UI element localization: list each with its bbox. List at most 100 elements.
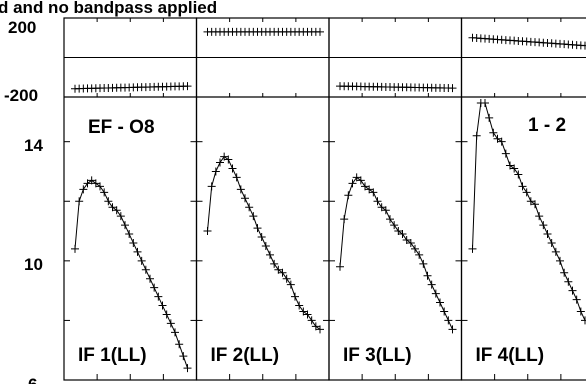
amp-point (576, 307, 585, 316)
amp-point (406, 238, 415, 247)
amp-series-line (207, 155, 321, 330)
amp-point (398, 230, 407, 239)
amp-point (236, 185, 245, 194)
amp-point (216, 158, 224, 167)
correlation-label: 1 - 2 (528, 115, 566, 136)
amp-point (436, 298, 444, 307)
panel-frame (460, 17, 586, 381)
amp-point (506, 161, 514, 170)
amp-point (394, 227, 403, 236)
amp-point (79, 185, 88, 194)
amp-point (100, 188, 109, 197)
amp-ytick-10: 10 (24, 255, 43, 274)
amp-point (336, 262, 344, 271)
phase-point (581, 41, 586, 50)
panel-label: IF 2(LL) (211, 345, 280, 366)
panel-label: IF 4(LL) (476, 345, 545, 366)
amp-point (472, 131, 481, 140)
amp-point (220, 152, 229, 161)
amp-point (427, 280, 436, 289)
amp-point (497, 137, 506, 146)
amp-point (286, 280, 295, 289)
amp-point (386, 215, 394, 224)
amp-point (556, 256, 564, 265)
amp-point (423, 271, 432, 280)
amp-point (282, 274, 291, 283)
amp-point (415, 250, 424, 259)
amp-point (83, 179, 92, 188)
amp-point (249, 212, 258, 221)
amp-point (129, 238, 138, 247)
amp-point (211, 167, 220, 176)
amp-point (535, 212, 544, 221)
amp-point (316, 325, 324, 334)
amp-point (485, 113, 494, 122)
amp-point (274, 265, 283, 274)
amp-point (112, 206, 121, 215)
panel-label: IF 1(LL) (78, 345, 147, 366)
amp-point (468, 244, 477, 253)
amp-point (96, 182, 104, 191)
amp-point (489, 128, 498, 137)
phase-point (316, 27, 324, 36)
amp-point (224, 155, 233, 164)
amp-point (146, 274, 154, 283)
amp-point (543, 230, 552, 239)
amp-point (75, 197, 84, 206)
amp-point (402, 235, 411, 244)
phase-ytick-top: 200 (8, 18, 36, 37)
amp-point (390, 221, 399, 230)
panel-frame (328, 17, 463, 381)
amp-point (547, 238, 556, 247)
amp-point (348, 179, 357, 188)
amp-point (241, 194, 249, 203)
amp-ytick-6: 6 (28, 375, 37, 384)
amp-point (266, 250, 274, 259)
amp-point (137, 256, 146, 265)
amp-point (365, 185, 374, 194)
amp-point (91, 179, 100, 188)
amp-point (162, 310, 171, 319)
amp-point (493, 134, 502, 143)
amp-point (303, 310, 312, 319)
amp-point (572, 295, 581, 304)
amp-point (551, 247, 560, 256)
amp-point (183, 364, 192, 373)
amp-point (171, 328, 179, 337)
amp-point (261, 241, 270, 250)
amp-point (431, 289, 440, 298)
amp-point (253, 224, 262, 233)
amp-point (352, 173, 361, 182)
amp-point (419, 259, 428, 268)
panels: IF 1(LL) IF 2(LL) IF 3(LL) IF 4(LL) (63, 17, 586, 381)
amp-point (522, 188, 531, 197)
amp-point (158, 301, 167, 310)
amp-point (154, 292, 163, 301)
amp-point (295, 301, 304, 310)
amp-point (257, 233, 266, 242)
amp-series-line (472, 102, 586, 321)
amp-point (568, 286, 577, 295)
amp-point (141, 265, 150, 274)
amp-point (514, 170, 523, 179)
amp-point (228, 164, 237, 173)
amp-point (166, 319, 175, 328)
amp-point (377, 203, 386, 212)
amp-point (381, 206, 390, 215)
amp-point (444, 316, 453, 325)
amp-point (150, 283, 159, 292)
amp-point (361, 182, 369, 191)
amp-point (108, 203, 117, 212)
amp-point (179, 352, 188, 361)
amp-point (373, 197, 382, 206)
amp-point (87, 176, 96, 185)
amp-point (518, 182, 527, 191)
phase-point (183, 82, 192, 91)
amp-point (121, 221, 129, 230)
amp-point (71, 244, 79, 253)
phase-point (448, 84, 457, 93)
amp-point (245, 203, 254, 212)
amp-point (116, 212, 125, 221)
chart-title: d and no bandpass applied (0, 0, 217, 17)
